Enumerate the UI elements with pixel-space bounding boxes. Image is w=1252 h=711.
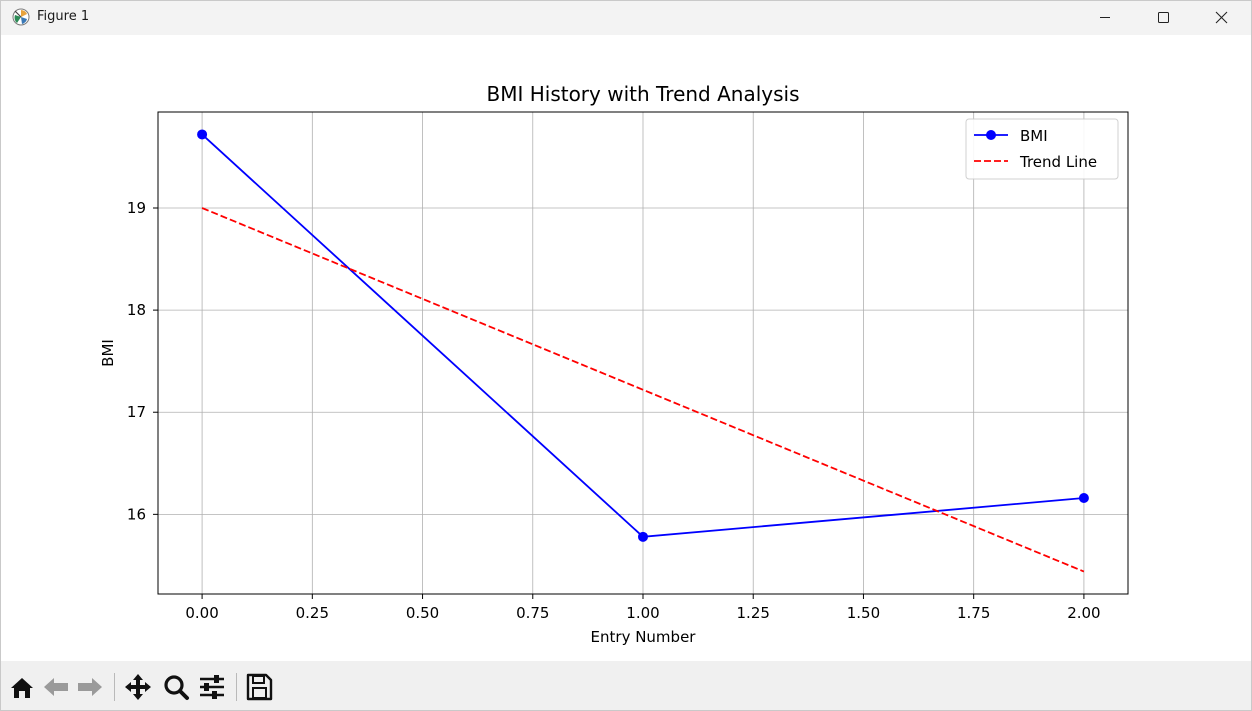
chart-title: BMI History with Trend Analysis xyxy=(486,82,799,106)
magnifier-icon xyxy=(164,675,189,700)
toolbar-separator xyxy=(236,673,237,701)
matplotlib-icon xyxy=(12,8,30,26)
configure-subplots-button[interactable] xyxy=(197,673,227,701)
x-tick-label: 1.25 xyxy=(737,604,770,622)
y-tick-label: 16 xyxy=(127,505,146,523)
bmi-data-point xyxy=(1078,493,1089,504)
x-axis-label: Entry Number xyxy=(591,628,697,646)
pan-button[interactable] xyxy=(123,673,153,701)
y-tick-label: 19 xyxy=(127,199,146,217)
x-tick-label: 2.00 xyxy=(1067,604,1100,622)
toolbar-separator xyxy=(114,673,115,701)
bmi-data-point xyxy=(638,531,648,542)
y-tick-label: 18 xyxy=(127,301,146,319)
minimize-button[interactable] xyxy=(1076,1,1134,35)
close-button[interactable] xyxy=(1192,1,1250,35)
bmi-data-point xyxy=(197,129,208,140)
y-tick-label: 17 xyxy=(127,403,146,421)
maximize-icon xyxy=(1158,12,1169,23)
x-tick-label: 1.75 xyxy=(957,604,990,622)
window-title: Figure 1 xyxy=(37,9,90,24)
trend-line xyxy=(201,207,1085,573)
move-icon xyxy=(125,674,151,700)
bmi-chart: 0.00 0.25 0.50 0.75 1.00 1.25 1.50 1.75 2.00 16 17… xyxy=(99,82,1129,646)
floppy-disk-icon xyxy=(246,673,273,701)
sliders-icon xyxy=(200,675,224,699)
forward-button[interactable] xyxy=(75,673,105,701)
zoom-button[interactable] xyxy=(161,673,191,701)
y-axis-label: BMI xyxy=(99,339,117,367)
home-icon xyxy=(11,678,33,698)
back-button[interactable] xyxy=(41,673,71,701)
x-tick-label: 0.25 xyxy=(296,604,329,622)
legend-label: Trend Line xyxy=(1019,153,1097,171)
home-button[interactable] xyxy=(7,673,37,701)
x-tick-label: 1.50 xyxy=(847,604,880,622)
arrow-left-icon xyxy=(44,678,68,696)
x-tick-label: 1.00 xyxy=(626,604,659,622)
minimize-icon xyxy=(1100,17,1110,18)
maximize-button[interactable] xyxy=(1134,1,1192,35)
arrow-right-icon xyxy=(78,678,102,696)
close-icon xyxy=(1215,11,1228,24)
x-tick-label: 0.50 xyxy=(406,604,439,622)
figure-canvas[interactable]: 0.00 0.25 0.50 0.75 1.00 1.25 1.50 1.75 2.00 16 17… xyxy=(1,35,1251,661)
legend-box xyxy=(965,118,1119,180)
x-tick-label: 0.00 xyxy=(185,604,218,622)
x-tick-label: 0.75 xyxy=(516,604,549,622)
title-bar: Figure 1 xyxy=(1,1,1251,35)
save-button[interactable] xyxy=(244,673,274,701)
legend-swatch-marker xyxy=(986,130,996,140)
legend-label: BMI xyxy=(1020,127,1048,145)
navigation-toolbar xyxy=(1,661,1251,710)
